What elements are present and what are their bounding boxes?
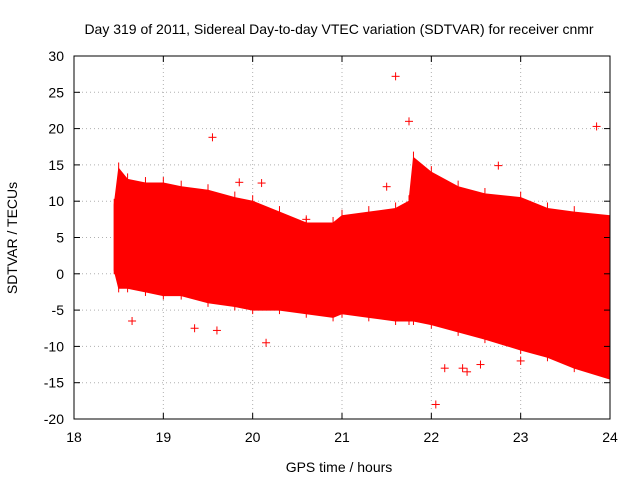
outlier-point [494, 161, 503, 170]
y-tick-label: -15 [44, 375, 64, 391]
x-tick-label: 24 [602, 429, 618, 445]
outlier-point [235, 178, 244, 187]
x-tick-label: 23 [513, 429, 529, 445]
outlier-point [382, 182, 391, 191]
outlier-point [516, 356, 525, 365]
outlier-point [440, 364, 449, 373]
x-axis-label: GPS time / hours [286, 459, 393, 475]
outlier-point [208, 133, 217, 142]
outlier-point [190, 324, 199, 333]
outlier-point [463, 367, 472, 376]
data-band [113, 156, 611, 380]
y-tick-label: -20 [44, 411, 64, 427]
plot-frame [73, 55, 611, 420]
outlier-point [458, 364, 467, 373]
y-tick-label: 5 [56, 230, 64, 246]
x-tick-label: 19 [156, 429, 172, 445]
y-tick-label: 0 [56, 266, 64, 282]
chart-title: Day 319 of 2011, Sidereal Day-to-day VTE… [84, 21, 593, 37]
outlier-point [257, 179, 266, 188]
outlier-point [302, 215, 311, 224]
y-tick-label: 20 [48, 121, 64, 137]
axes: 18 19 20 21 22 23 24 30 25 20 15 10 5 0 -5 -10 -15 -20 [44, 48, 618, 445]
outlier-point [592, 122, 601, 131]
y-tick-label: 25 [48, 84, 64, 100]
y-tick-label: 15 [48, 157, 64, 173]
y-tick-label: 10 [48, 193, 64, 209]
x-tick-label: 21 [334, 429, 350, 445]
x-tick-label: 20 [245, 429, 261, 445]
outlier-point [212, 326, 221, 335]
outlier-point [262, 338, 271, 347]
plot-area [113, 72, 611, 409]
outlier-point [431, 400, 440, 409]
x-tick-label: 22 [424, 429, 440, 445]
outlier-point [128, 316, 137, 325]
outlier-point [405, 117, 413, 126]
x-tick-label: 18 [66, 429, 82, 445]
y-tick-label: -5 [52, 302, 65, 318]
y-tick-label: -10 [44, 338, 64, 354]
outlier-point [391, 72, 400, 81]
outlier-point [476, 360, 485, 369]
y-axis-label: SDTVAR / TECUs [4, 182, 20, 294]
y-tick-label: 30 [48, 48, 64, 64]
